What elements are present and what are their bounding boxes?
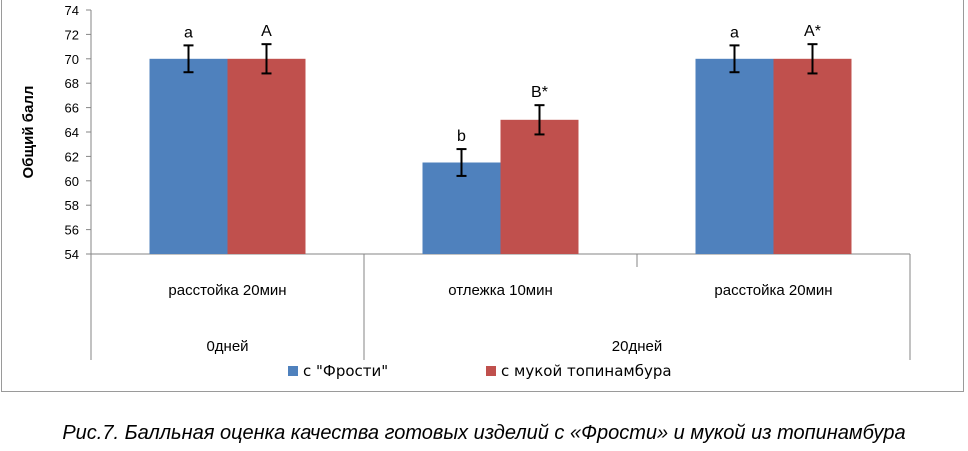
figure-caption: Рис.7. Балльная оценка качества готовых …: [62, 422, 906, 444]
x-category-label: расстойка 20мин: [168, 282, 286, 299]
legend-item-series-2: с мукой топинамбура: [486, 362, 672, 380]
y-tick-label: 70: [65, 52, 79, 67]
significance-label: A: [261, 23, 272, 40]
significance-label: B*: [531, 84, 548, 101]
significance-label: b: [457, 128, 466, 145]
bar-series-1: [695, 58, 774, 254]
legend-swatch-series-2: [486, 366, 496, 376]
significance-label: a: [730, 24, 739, 41]
bar-series-1: [422, 162, 501, 254]
y-axis-title: Общий балл: [20, 86, 37, 179]
y-tick-label: 54: [65, 247, 79, 262]
bar-series-2: [773, 58, 852, 254]
y-tick-label: 74: [65, 3, 79, 18]
legend-item-series-1: с "Фрости": [288, 362, 388, 380]
bar-chart: 54 56 58 60 62 64 66 68 70 72 74 Общий балл расстойк…: [20, 3, 911, 360]
legend-swatch-series-1: [288, 366, 298, 376]
legend-label-series-2: с мукой топинамбура: [501, 362, 672, 380]
x-category-label: отлежка 10мин: [448, 282, 553, 299]
y-tick-label: 60: [65, 174, 79, 189]
chart-frame: [1, 0, 964, 392]
y-tick-label: 62: [65, 149, 79, 164]
y-tick-label: 68: [65, 76, 79, 91]
x-group-label: 20дней: [612, 338, 662, 355]
bar-series-2: [500, 119, 579, 254]
x-category-label: расстойка 20мин: [714, 282, 832, 299]
bar-series-1: [149, 58, 228, 254]
y-tick-label: 66: [65, 101, 79, 116]
legend: с "Фрости" с мукой топинамбура: [0, 362, 968, 384]
x-group-label: 0дней: [206, 338, 248, 355]
y-tick-label: 64: [65, 125, 79, 140]
bar-series-2: [227, 58, 306, 254]
significance-label: A*: [804, 23, 821, 40]
significance-label: a: [184, 24, 193, 41]
y-tick-label: 72: [65, 27, 79, 42]
y-tick-label: 56: [65, 223, 79, 238]
legend-label-series-1: с "Фрости": [303, 362, 389, 380]
y-tick-label: 58: [65, 198, 79, 213]
